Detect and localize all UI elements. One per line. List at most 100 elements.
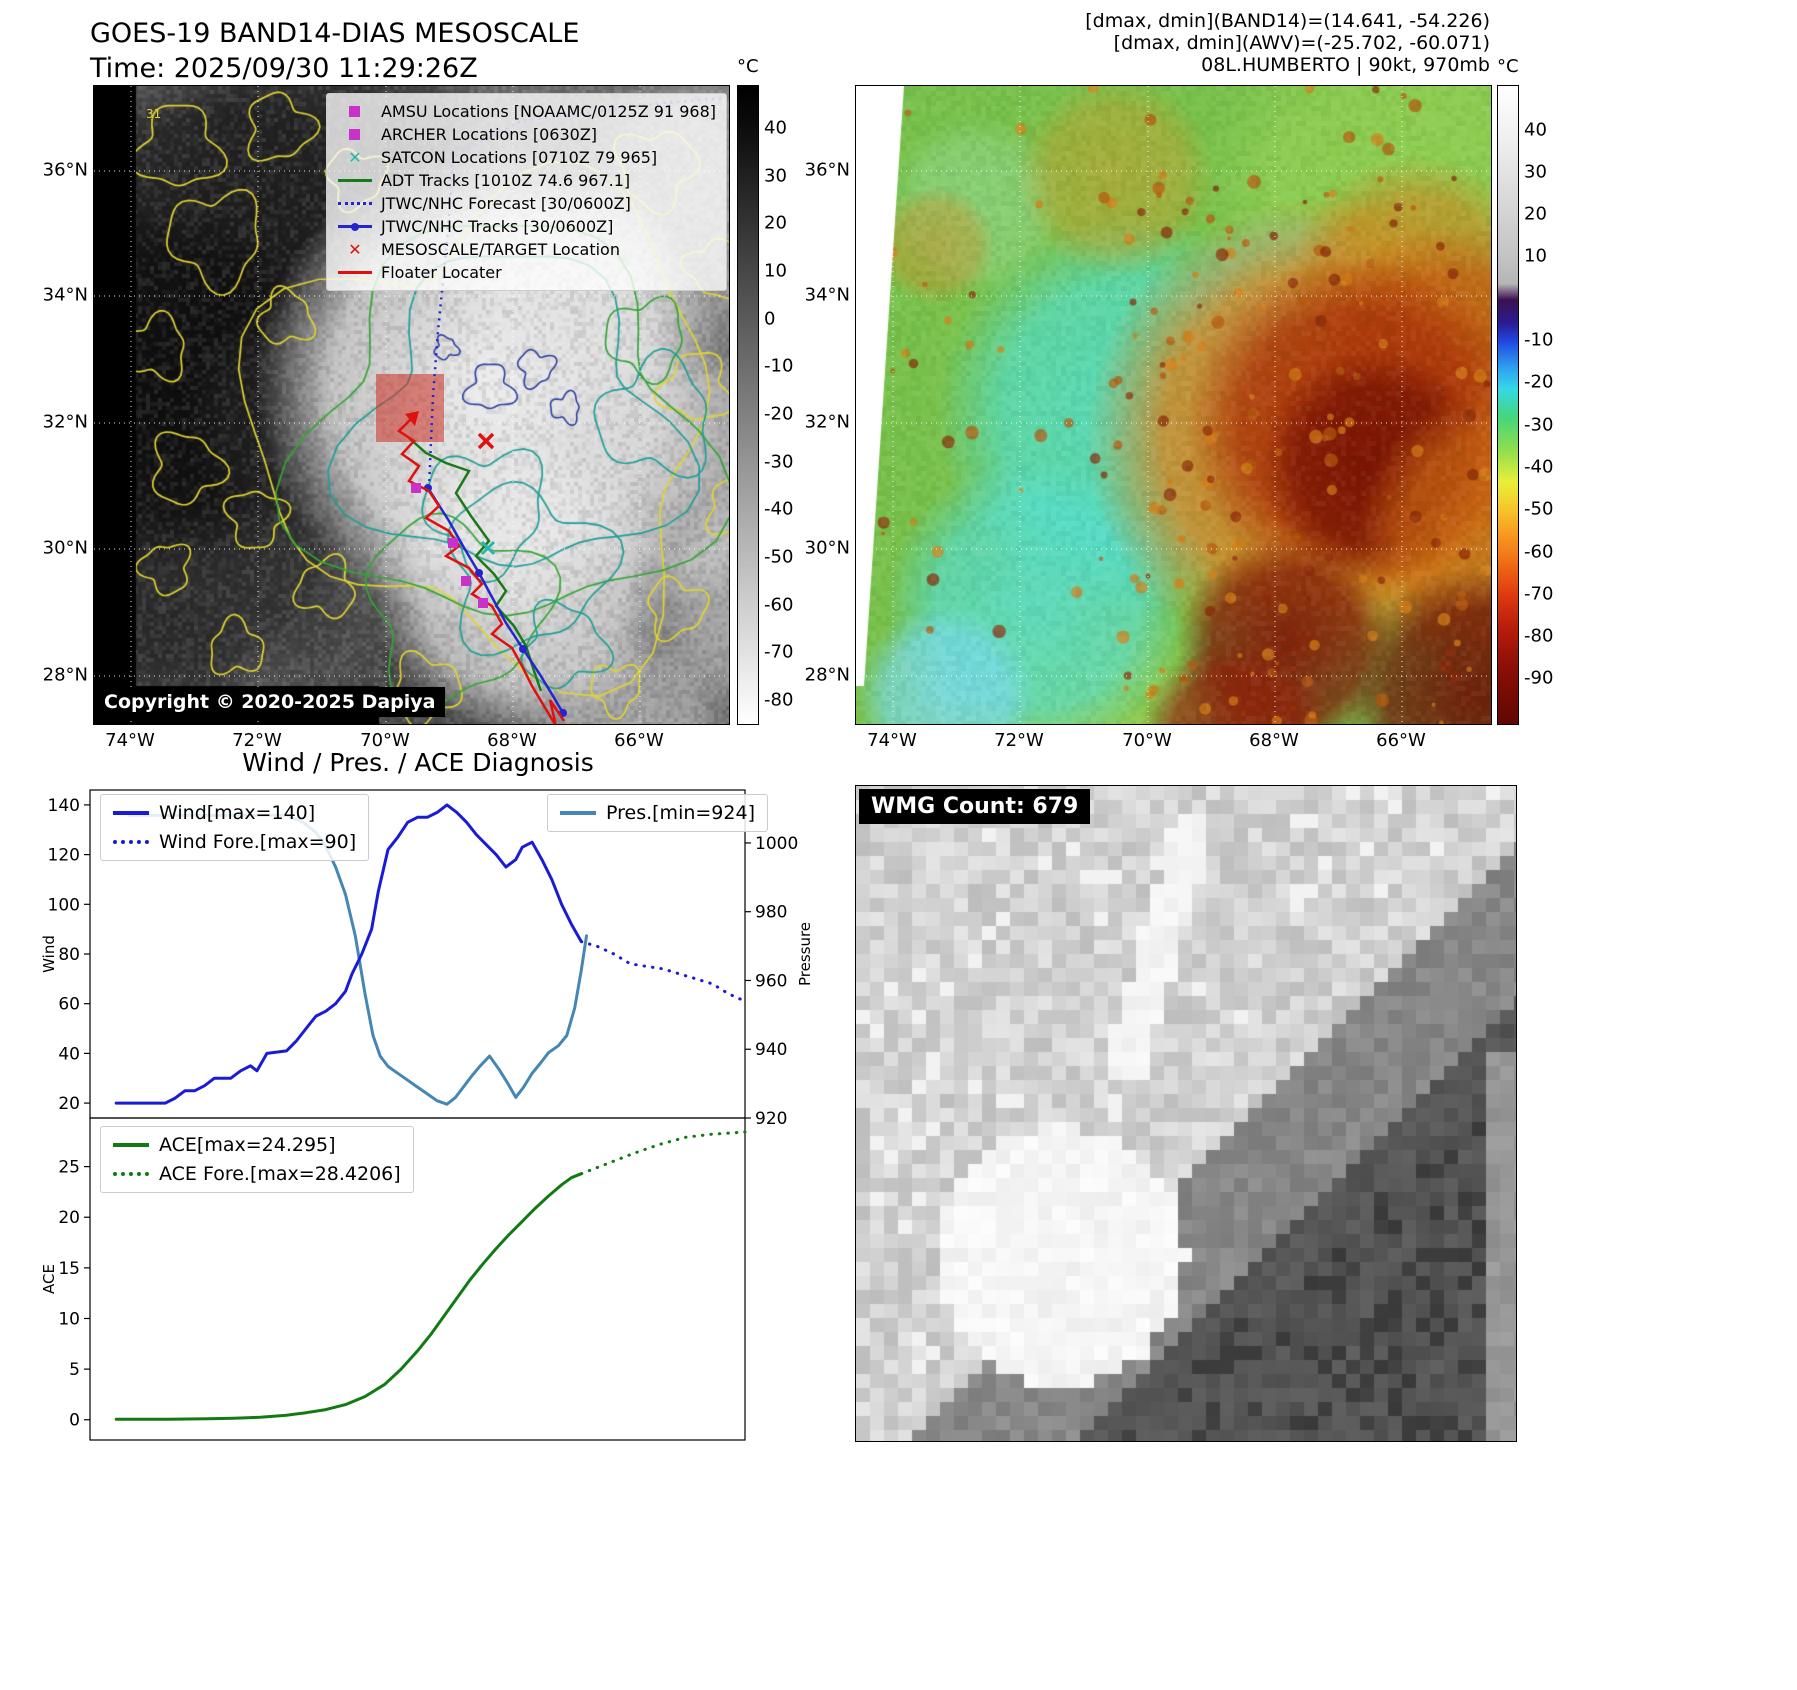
- amsu-location-marker: [448, 538, 458, 548]
- series-ACE[max=24.295]: [114, 1172, 583, 1421]
- legend-label: SATCON Locations [0710Z 79 965]: [380, 148, 658, 167]
- dotted-line-icon: [113, 840, 149, 844]
- colorbar-tick: -80: [764, 689, 794, 711]
- lat-label: 28°N: [42, 664, 88, 686]
- legend-label: Wind Fore.[max=90]: [159, 831, 357, 853]
- wmg-panel: WMG Count: 679: [855, 785, 1517, 1442]
- lon-label: 68°W: [1249, 730, 1299, 751]
- series-Wind Fore.[max=90]: [579, 940, 747, 1003]
- ace-legend: ACE[max=24.295] ACE Fore.[max=28.4206]: [100, 1126, 414, 1193]
- awv-dmax-awv: [dmax, dmin](AWV)=(-25.702, -60.071): [1113, 32, 1490, 54]
- lat-label: 28°N: [804, 664, 850, 686]
- goes-colorbar: [737, 85, 759, 725]
- awv-panel-header: [dmax, dmin](BAND14)=(14.641, -54.226) […: [1085, 10, 1490, 76]
- contour-value-label: 31: [146, 107, 161, 121]
- legend-label: ADT Tracks [1010Z 74.6 967.1]: [380, 171, 631, 190]
- lat-label: 36°N: [42, 159, 88, 181]
- lon-label: 72°W: [994, 730, 1044, 751]
- lat-label: 32°N: [42, 411, 88, 433]
- legend-item: ACE Fore.[max=28.4206]: [113, 1163, 401, 1185]
- legend-item: ✕ MESOSCALE/TARGET Location: [337, 239, 716, 260]
- legend-label: MESOSCALE/TARGET Location: [380, 240, 620, 259]
- legend-label: Wind[max=140]: [159, 802, 316, 824]
- colorbar-tick: 0: [764, 308, 776, 330]
- awv-colorbar: [1497, 85, 1519, 725]
- legend-item: Wind Fore.[max=90]: [113, 831, 356, 853]
- square-marker-icon: [337, 106, 373, 117]
- floater-arrow: [405, 411, 419, 426]
- y-tick-label: 980: [755, 903, 787, 923]
- legend-item: Wind[max=140]: [113, 802, 356, 824]
- legend-item: Pres.[min=924]: [560, 802, 755, 824]
- adt-track: [408, 437, 543, 692]
- legend-item: Floater Locater: [337, 262, 716, 283]
- floater-track: [397, 418, 566, 724]
- lat-label: 34°N: [42, 284, 88, 306]
- jtwc-track: [426, 487, 565, 714]
- legend-item: JTWC/NHC Forecast [30/0600Z]: [337, 193, 716, 214]
- dotted-line-icon: [113, 1172, 149, 1176]
- legend-item: ✕ SATCON Locations [0710Z 79 965]: [337, 147, 716, 168]
- legend-item: ADT Tracks [1010Z 74.6 967.1]: [337, 170, 716, 191]
- y-tick-label: 10: [58, 1309, 80, 1329]
- lat-label: 34°N: [804, 284, 850, 306]
- y-tick-label: 80: [58, 945, 80, 965]
- lon-label: 74°W: [105, 730, 155, 751]
- legend-label: ARCHER Locations [0630Z]: [380, 125, 598, 144]
- goes-legend: AMSU Locations [NOAAMC/0125Z 91 968] ARCH…: [325, 93, 727, 291]
- colorbar-tick: -60: [764, 594, 794, 616]
- y-tick-label: 0: [69, 1411, 80, 1431]
- storm-id-intensity: 08L.HUMBERTO | 90kt, 970mb: [1201, 54, 1490, 76]
- colorbar-tick: -10: [1524, 329, 1554, 351]
- lon-label: 66°W: [1376, 730, 1426, 751]
- colorbar-tick: -80: [1524, 625, 1554, 647]
- line-icon: [560, 811, 596, 815]
- y-tick-label: 1000: [755, 834, 798, 854]
- y-tick-label: 940: [755, 1040, 787, 1060]
- legend-item: ACE[max=24.295]: [113, 1134, 401, 1156]
- x-marker-icon: ✕: [348, 148, 362, 167]
- amsu-location-marker: [411, 483, 421, 493]
- wmg-count-label: WMG Count: 679: [859, 789, 1091, 824]
- y-tick-label: 120: [48, 846, 80, 866]
- diagnosis-charts: 20 40 60 80 100 120 140 920 940 960 980 1000 0 5 10 15 2…: [40, 789, 814, 1441]
- colorbar-tick: -60: [1524, 541, 1554, 562]
- lon-label: 70°W: [1122, 730, 1172, 751]
- series-ACE Fore.[max=28.4206]: [579, 1130, 747, 1176]
- colorbar-tick: -90: [1524, 667, 1554, 689]
- awv-map-panel: [855, 85, 1492, 725]
- legend-label: Pres.[min=924]: [606, 802, 755, 824]
- colorbar-tick: 20: [764, 212, 787, 234]
- legend-label: Floater Locater: [380, 263, 502, 282]
- legend-item: ARCHER Locations [0630Z]: [337, 124, 716, 145]
- y-tick-label: 25: [58, 1158, 80, 1178]
- y-tick-label: 15: [58, 1259, 80, 1279]
- line-icon: [337, 179, 373, 182]
- axis-label: ACE: [40, 1264, 58, 1294]
- colorbar-tick: -40: [1524, 456, 1554, 478]
- lon-label: 68°W: [487, 730, 537, 751]
- satcon-location-marker: [480, 540, 496, 556]
- y-tick-label: 60: [58, 995, 80, 1015]
- lat-label: 32°N: [804, 411, 850, 433]
- pressure-legend: Pres.[min=924]: [547, 794, 768, 832]
- colorbar-tick: -40: [764, 498, 794, 520]
- colorbar-tick: -20: [1524, 371, 1554, 393]
- awv-grid-overlay: [856, 86, 1491, 724]
- colorbar-tick: -20: [764, 403, 794, 425]
- diagnosis-title: Wind / Pres. / ACE Diagnosis: [242, 748, 594, 777]
- y-tick-label: 20: [58, 1094, 80, 1114]
- awv-satellite-image: [856, 86, 1491, 724]
- legend-item: AMSU Locations [NOAAMC/0125Z 91 968]: [337, 101, 716, 122]
- series-Wind[max=140]: [114, 803, 583, 1105]
- mesoscale-target-box: [376, 374, 444, 442]
- lon-label: 66°W: [614, 730, 664, 751]
- wind-legend: Wind[max=140] Wind Fore.[max=90]: [100, 794, 370, 861]
- colorbar-tick: -50: [1524, 498, 1554, 520]
- colorbar-tick: 10: [764, 260, 787, 282]
- legend-label: ACE[max=24.295]: [159, 1134, 336, 1156]
- colorbar-tick: -70: [1524, 583, 1554, 605]
- awv-colorbar-ticks: 40 30 20 10 -10 -20 -30 -40 -50 -60 -70 -80 -90: [1524, 85, 1584, 723]
- legend-label: ACE Fore.[max=28.4206]: [159, 1163, 401, 1185]
